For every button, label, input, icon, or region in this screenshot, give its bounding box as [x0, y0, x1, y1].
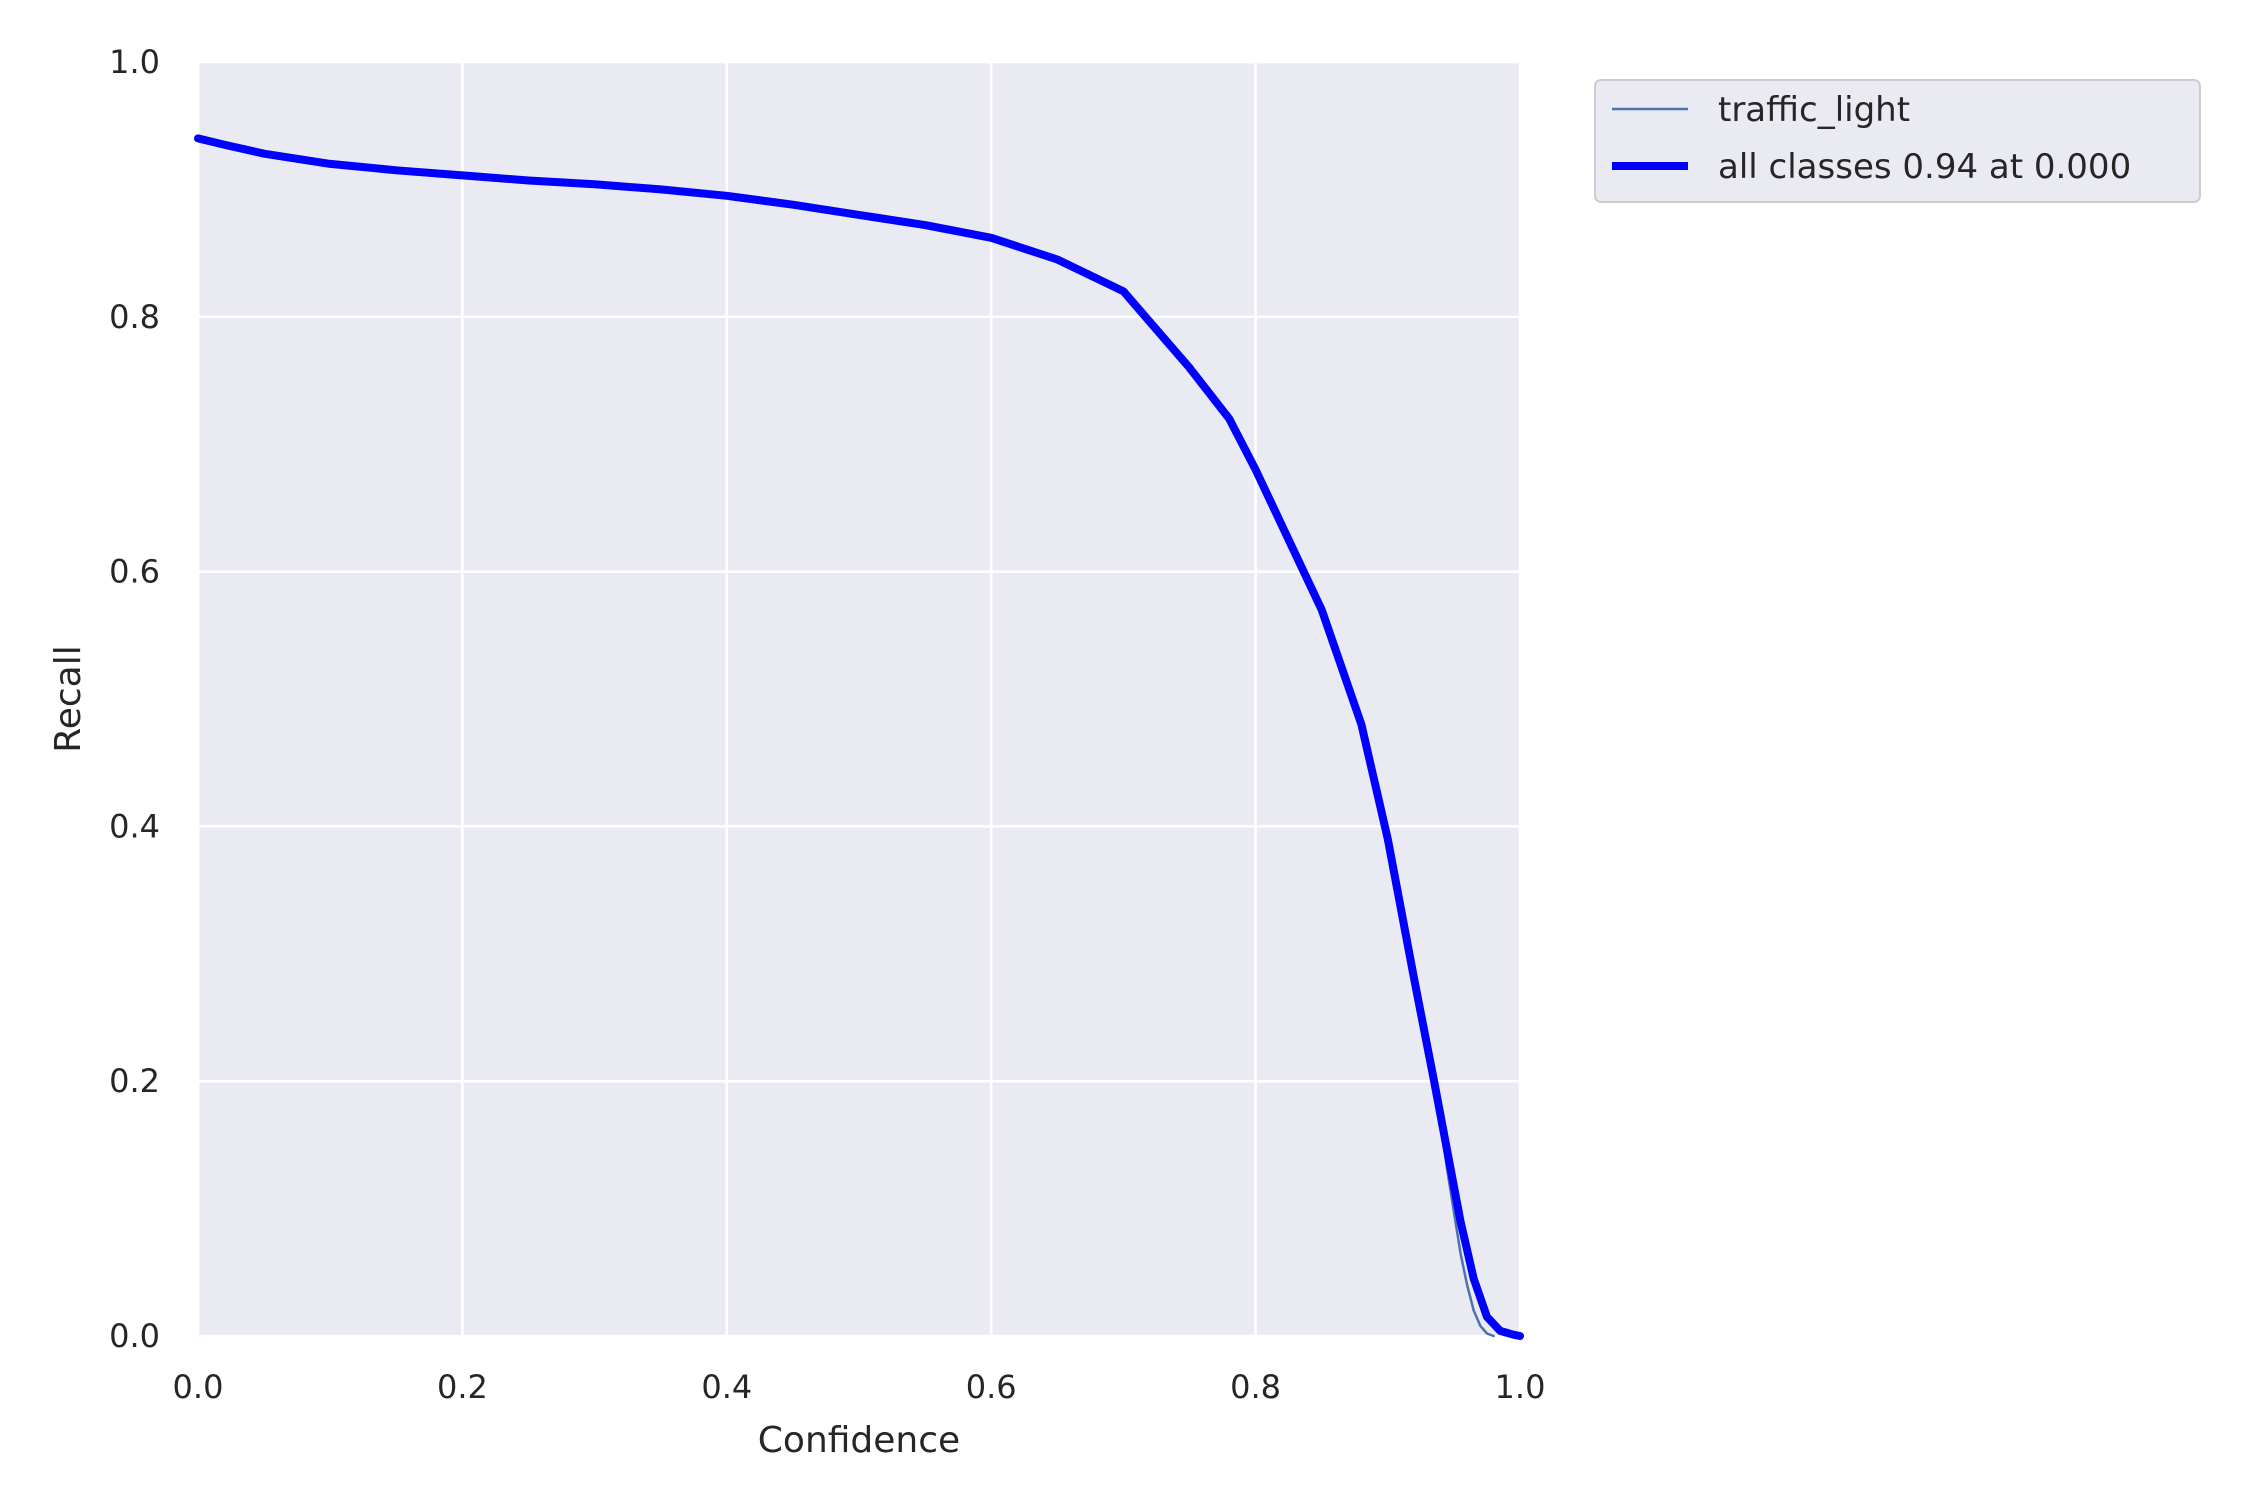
x-tick-labels: 0.0 0.2 0.4 0.6 0.8 1.0	[173, 1368, 1546, 1406]
y-tick-label: 0.2	[109, 1062, 160, 1100]
y-tick-labels: 0.0 0.2 0.4 0.6 0.8 1.0	[109, 43, 160, 1355]
y-tick-label: 0.4	[109, 807, 160, 845]
legend-frame	[1594, 79, 2201, 203]
plot-background	[198, 62, 1520, 1336]
x-tick-label: 0.8	[1230, 1368, 1281, 1406]
legend: traffic_light all classes 0.94 at 0.000	[1594, 79, 2201, 203]
legend-label-all-classes: all classes 0.94 at 0.000	[1718, 147, 2131, 187]
legend-label-traffic-light: traffic_light	[1718, 90, 1910, 130]
y-tick-label: 1.0	[109, 43, 160, 81]
x-tick-label: 1.0	[1495, 1368, 1546, 1406]
series-line-all-classes	[194, 134, 1524, 1340]
y-axis-label: Recall	[48, 645, 89, 752]
y-tick-label: 0.6	[109, 553, 160, 591]
y-tick-label: 0.0	[109, 1317, 160, 1355]
x-tick-label: 0.6	[966, 1368, 1017, 1406]
y-tick-label: 0.8	[109, 298, 160, 336]
x-tick-label: 0.4	[701, 1368, 752, 1406]
x-tick-label: 0.0	[173, 1368, 224, 1406]
series-layer	[194, 134, 1524, 1340]
x-tick-label: 0.2	[437, 1368, 488, 1406]
x-axis-label: Confidence	[758, 1420, 960, 1461]
